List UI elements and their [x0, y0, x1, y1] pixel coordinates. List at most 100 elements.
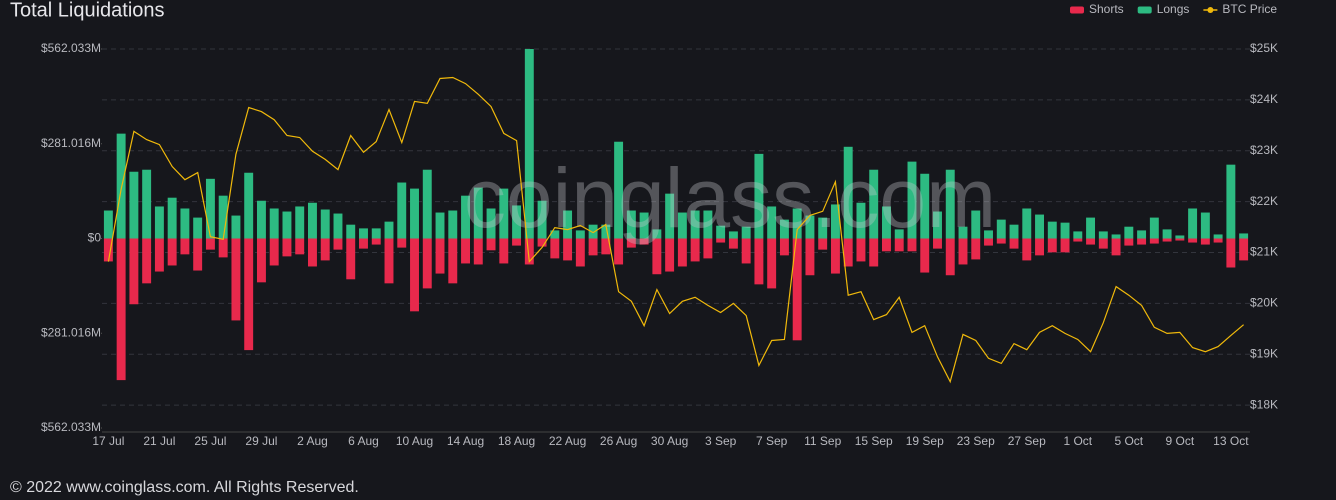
bar — [907, 238, 917, 252]
bar — [665, 238, 675, 272]
bar — [154, 206, 164, 239]
bar — [754, 153, 764, 239]
legend-label[interactable]: Shorts — [1089, 2, 1124, 16]
bar — [1047, 221, 1057, 239]
bar — [1111, 238, 1121, 256]
bar — [639, 212, 649, 239]
y2-tick-label: $25K — [1250, 41, 1278, 55]
bar — [180, 208, 190, 239]
legend-swatch — [1137, 6, 1152, 14]
bar — [1086, 238, 1096, 245]
bar — [882, 206, 891, 239]
grid — [102, 48, 1250, 406]
bar — [690, 238, 700, 262]
bar — [116, 133, 126, 239]
x-tick-label: 25 Jul — [194, 434, 226, 448]
bar — [410, 238, 419, 312]
bar — [996, 238, 1006, 244]
bar — [282, 238, 292, 257]
bar — [537, 200, 547, 239]
bar — [1124, 226, 1134, 239]
x-tick-label: 15 Sep — [855, 434, 893, 448]
bar — [1137, 238, 1147, 245]
bar — [269, 208, 279, 239]
bar — [945, 169, 955, 239]
x-tick-label: 30 Aug — [651, 434, 688, 448]
x-tick-label: 7 Sep — [756, 434, 788, 448]
bar — [320, 238, 330, 261]
chart-title: Total Liquidations — [10, 0, 165, 21]
bar — [996, 219, 1006, 239]
bar — [856, 202, 866, 239]
bar — [154, 238, 164, 272]
x-tick-label: 13 Oct — [1213, 434, 1249, 448]
bar — [614, 238, 624, 265]
x-tick-label: 3 Sep — [705, 434, 737, 448]
bar — [116, 238, 126, 381]
bar — [601, 224, 611, 239]
bar — [422, 169, 432, 239]
bar — [1175, 238, 1185, 241]
x-tick-label: 10 Aug — [396, 434, 433, 448]
bar — [728, 231, 738, 239]
bar — [933, 211, 942, 239]
bar — [639, 238, 649, 245]
bar — [1213, 238, 1223, 243]
x-tick-label: 1 Oct — [1063, 434, 1092, 448]
legend-label[interactable]: Longs — [1157, 2, 1190, 16]
bar — [397, 182, 407, 239]
bar — [1022, 238, 1032, 261]
bar — [231, 215, 241, 239]
bar — [1098, 231, 1108, 239]
bar — [843, 238, 853, 267]
legend-swatch — [1070, 6, 1084, 14]
bar — [193, 217, 203, 239]
bar — [716, 238, 726, 243]
bar — [359, 228, 368, 239]
bar — [984, 230, 993, 239]
bar — [1060, 222, 1070, 239]
bar — [869, 169, 879, 239]
bar — [524, 49, 534, 239]
bar — [461, 238, 470, 264]
bar — [665, 193, 675, 239]
x-tick-label: 26 Aug — [600, 434, 637, 448]
legend-label[interactable]: BTC Price — [1222, 2, 1277, 16]
bar — [1200, 212, 1210, 239]
bar — [256, 238, 266, 283]
bar — [1009, 238, 1019, 249]
y-tick-label: $562.033M — [41, 41, 101, 55]
bar — [1162, 238, 1172, 242]
bar — [205, 238, 215, 250]
bar — [129, 171, 139, 239]
bar — [269, 238, 279, 266]
bar — [295, 238, 305, 255]
bar — [1226, 164, 1236, 239]
bar — [792, 238, 802, 341]
bar — [1137, 230, 1147, 239]
bar — [652, 229, 662, 239]
price-line — [107, 76, 1244, 384]
bar — [1035, 238, 1044, 256]
bars — [103, 49, 1249, 381]
x-tick-label: 23 Sep — [957, 434, 995, 448]
bar — [920, 173, 930, 239]
bar — [856, 238, 866, 262]
legend-swatch — [1207, 7, 1214, 13]
bar — [945, 238, 955, 276]
bar — [308, 238, 317, 267]
axes: $562.033M $281.016M $0 $281.016M $562.033M $1… — [41, 41, 1278, 448]
bar — [371, 228, 381, 239]
bar — [830, 204, 840, 239]
bar — [167, 197, 177, 239]
x-tick-label: 29 Jul — [245, 434, 277, 448]
bar — [295, 206, 305, 239]
bar — [716, 225, 726, 239]
bar — [422, 238, 432, 289]
bar — [894, 229, 904, 239]
bar — [103, 238, 113, 262]
bar — [971, 210, 981, 239]
bar — [1098, 238, 1108, 249]
bar — [1124, 238, 1134, 246]
bar — [218, 195, 228, 239]
